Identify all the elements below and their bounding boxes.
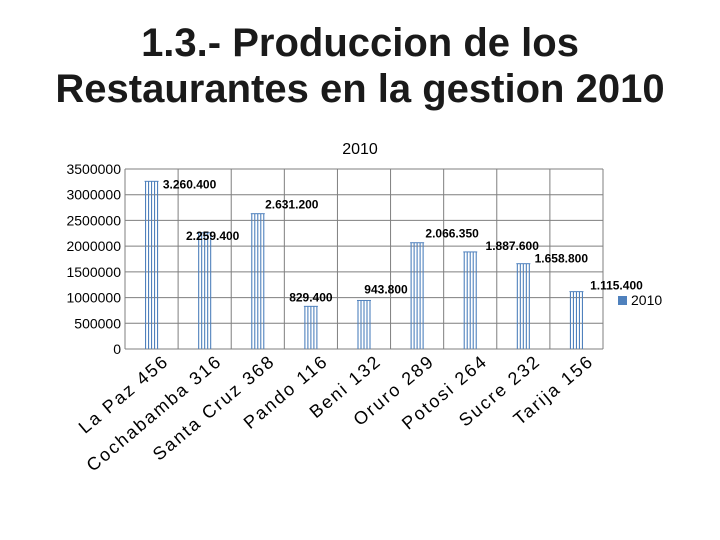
y-tick-label: 500000 (74, 315, 121, 331)
data-label: 1.115.400 (590, 279, 643, 293)
data-label: 2.631.200 (265, 198, 319, 212)
y-tick-label: 3500000 (66, 161, 121, 177)
y-tick-label: 1000000 (66, 290, 121, 306)
data-label: 1.887.600 (486, 239, 540, 253)
y-axis-tick-labels: 0 500000 1000000 1500000 2000000 2500000 30000… (66, 161, 121, 357)
y-tick-label: 1500000 (66, 264, 121, 280)
bar (303, 305, 318, 349)
slide-title: 1.3.- Produccion de los Restaurantes en … (0, 20, 720, 112)
bar (463, 251, 478, 349)
legend: 2010 (618, 292, 662, 308)
data-label: 2.066.350 (425, 227, 479, 241)
slide-title-line-2: Restaurantes en la gestion 2010 (55, 67, 665, 111)
data-label: 1.658.800 (535, 252, 589, 266)
y-tick-label: 2500000 (66, 212, 121, 228)
legend-swatch (618, 296, 627, 305)
bar (569, 291, 584, 349)
data-label: 829.400 (289, 290, 333, 304)
bar (144, 180, 159, 349)
y-tick-label: 3000000 (66, 187, 121, 203)
data-label: 2.259.400 (186, 229, 240, 243)
slide-title-line-1: 1.3.- Produccion de los (141, 21, 579, 65)
legend-label: 2010 (631, 292, 662, 308)
y-tick-label: 0 (113, 341, 121, 357)
bar (357, 299, 371, 349)
bars (144, 180, 584, 349)
data-label: 3.260.400 (163, 177, 217, 191)
bar (516, 263, 531, 349)
bar (410, 242, 425, 349)
data-label: 943.800 (364, 282, 408, 296)
bar (250, 213, 265, 349)
data-labels: 3.260.400 2.259.400 2.631.200 829.400 943.80… (163, 177, 643, 304)
chart-title: 2010 (342, 141, 378, 158)
bar (197, 232, 212, 349)
y-tick-label: 2000000 (66, 238, 121, 254)
